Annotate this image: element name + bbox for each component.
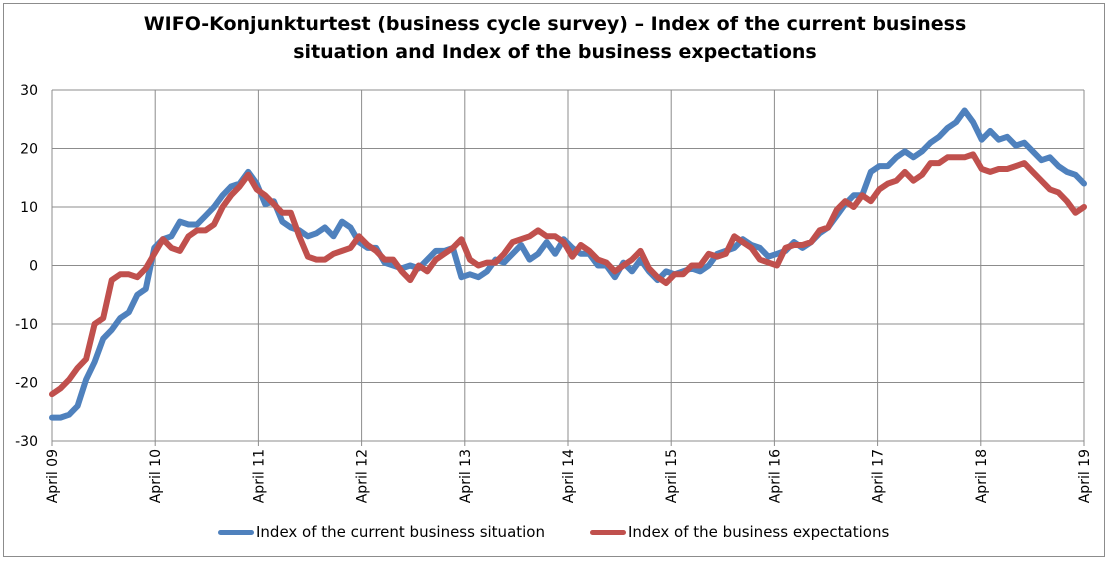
x-tick-label: April 19	[1077, 449, 1093, 503]
y-tick-label: 20	[20, 142, 38, 158]
legend-swatch-current-situation	[218, 529, 254, 535]
x-tick-label: April 17	[871, 449, 887, 503]
x-tick-label: April 12	[355, 449, 371, 503]
x-axis-tick-labels: April 09 April 10 April 11 April 12 April 13…	[45, 449, 1093, 503]
y-tick-label: -20	[15, 376, 38, 392]
y-tick-label: 10	[20, 200, 38, 216]
y-tick-label: 0	[29, 259, 38, 275]
x-tick-label: April 13	[458, 449, 474, 503]
x-tick-label: April 18	[974, 449, 990, 503]
x-tick-label: April 10	[148, 449, 164, 503]
legend-item-current-situation: Index of the current business situation	[218, 523, 545, 541]
legend: Index of the current business situation …	[0, 523, 1110, 545]
series-lines	[49, 107, 1087, 421]
x-tick-label: April 09	[45, 449, 61, 503]
legend-label-expectations: Index of the business expectations	[628, 523, 890, 541]
legend-label-current-situation: Index of the current business situation	[256, 523, 545, 541]
legend-swatch-expectations	[590, 529, 626, 535]
gridlines	[51, 89, 1085, 446]
chart-title: WIFO-Konjunkturtest (business cycle surv…	[0, 10, 1110, 66]
x-tick-label: April 14	[561, 449, 577, 503]
y-axis-tick-labels: 30 20 10 0 -10 -20 -30	[15, 83, 38, 450]
x-tick-label: April 15	[664, 449, 680, 503]
chart-title-line-2: situation and Index of the business expe…	[293, 41, 817, 63]
chart-title-line-1: WIFO-Konjunkturtest (business cycle surv…	[143, 13, 967, 35]
x-tick-label: April 16	[767, 449, 783, 503]
x-tick-label: April 11	[251, 449, 267, 503]
y-tick-label: -30	[15, 434, 38, 450]
legend-item-expectations: Index of the business expectations	[590, 523, 889, 541]
series-line-expectations	[49, 151, 1087, 398]
y-tick-label: -10	[15, 317, 38, 333]
chart-frame	[3, 3, 1105, 557]
y-tick-label: 30	[20, 83, 38, 99]
